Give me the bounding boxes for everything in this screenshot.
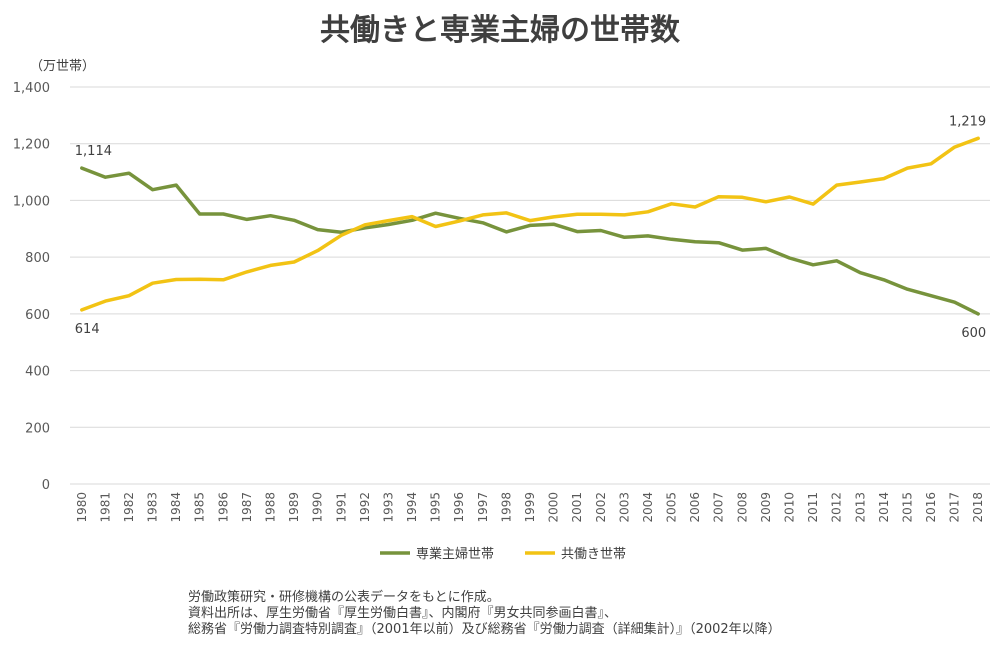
x-tick-label: 2003 bbox=[617, 492, 631, 523]
y-tick-label: 1,200 bbox=[13, 138, 50, 153]
x-tick-label: 2018 bbox=[971, 492, 985, 523]
y-tick-label: 0 bbox=[42, 478, 50, 493]
data-label: 600 bbox=[961, 326, 986, 341]
x-tick-label: 1989 bbox=[287, 492, 301, 523]
x-tick-label: 2009 bbox=[759, 492, 773, 523]
y-axis-ticks: 0 200 400 600 800 1,000 1,200 1,400 bbox=[13, 81, 50, 493]
x-tick-label: 2007 bbox=[712, 492, 726, 523]
x-tick-label: 1986 bbox=[216, 492, 230, 523]
x-tick-label: 2010 bbox=[782, 492, 796, 523]
gridlines bbox=[70, 86, 990, 485]
y-tick-label: 800 bbox=[25, 251, 50, 266]
x-tick-label: 2004 bbox=[641, 492, 655, 523]
x-tick-label: 2006 bbox=[688, 492, 702, 523]
x-tick-label: 1985 bbox=[193, 492, 207, 523]
source-note: 労働政策研究・研修機構の公表データをもとに作成。 資料出所は、厚生労働省『厚生労… bbox=[188, 590, 781, 638]
legend-label-0: 専業主婦世帯 bbox=[416, 546, 494, 562]
x-tick-label: 1992 bbox=[358, 492, 372, 523]
x-tick-label: 1982 bbox=[122, 492, 136, 523]
x-axis-ticks: 1980 1981 1982 1983 1984 1985 1986 1987 1988 1989… bbox=[75, 492, 985, 523]
x-tick-label: 1994 bbox=[405, 492, 419, 523]
x-tick-label: 1980 bbox=[75, 492, 89, 523]
y-tick-label: 200 bbox=[25, 421, 50, 436]
y-tick-label: 1,000 bbox=[13, 194, 50, 209]
source-note-line-3: 総務省『労働力調査特別調査』（2001年以前）及び総務省『労働力調査（詳細集計）… bbox=[188, 622, 781, 637]
y-tick-label: 600 bbox=[25, 308, 50, 323]
x-tick-label: 1999 bbox=[523, 492, 537, 523]
x-tick-label: 1983 bbox=[146, 492, 160, 523]
x-tick-label: 2015 bbox=[900, 492, 914, 523]
data-label: 1,114 bbox=[75, 144, 112, 159]
x-tick-label: 1990 bbox=[311, 492, 325, 523]
x-tick-label: 2017 bbox=[948, 492, 962, 523]
data-label: 1,219 bbox=[949, 114, 986, 129]
y-tick-label: 400 bbox=[25, 365, 50, 380]
x-tick-label: 2008 bbox=[735, 492, 749, 523]
x-tick-label: 2001 bbox=[570, 492, 584, 523]
data-label: 614 bbox=[75, 322, 100, 337]
x-tick-label: 2013 bbox=[853, 492, 867, 523]
x-tick-label: 1988 bbox=[264, 492, 278, 523]
x-tick-label: 1991 bbox=[334, 492, 348, 523]
data-labels: 1,114 614 1,219 600 bbox=[75, 114, 986, 341]
x-tick-label: 2002 bbox=[594, 492, 608, 523]
x-tick-label: 2016 bbox=[924, 492, 938, 523]
x-tick-label: 1981 bbox=[98, 492, 112, 523]
x-tick-label: 2011 bbox=[806, 492, 820, 523]
x-tick-label: 2000 bbox=[547, 492, 561, 523]
x-tick-label: 1987 bbox=[240, 492, 254, 523]
source-note-line-2: 資料出所は、厚生労働省『厚生労働白書』、内閣府『男女共同参画白書』、 bbox=[188, 606, 618, 621]
legend-label-1: 共働き世帯 bbox=[561, 547, 626, 562]
series-line-0 bbox=[80, 166, 980, 316]
x-tick-label: 1996 bbox=[452, 492, 466, 523]
x-tick-label: 2014 bbox=[877, 492, 891, 523]
source-note-line-1: 労働政策研究・研修機構の公表データをもとに作成。 bbox=[188, 590, 500, 605]
y-unit-label: （万世帯） bbox=[30, 59, 95, 74]
x-tick-label: 1995 bbox=[429, 492, 443, 523]
y-tick-label: 1,400 bbox=[13, 81, 50, 96]
x-tick-label: 1984 bbox=[169, 492, 183, 523]
x-tick-label: 1997 bbox=[476, 492, 490, 523]
x-tick-label: 1993 bbox=[381, 492, 395, 523]
x-tick-label: 2005 bbox=[665, 492, 679, 523]
series-line-1 bbox=[80, 136, 980, 312]
legend: 専業主婦世帯 共働き世帯 bbox=[380, 546, 626, 562]
series-lines bbox=[80, 136, 980, 316]
x-tick-label: 1998 bbox=[499, 492, 513, 523]
chart-title: 共働きと専業主婦の世帯数 bbox=[320, 13, 681, 48]
x-tick-label: 2012 bbox=[830, 492, 844, 523]
